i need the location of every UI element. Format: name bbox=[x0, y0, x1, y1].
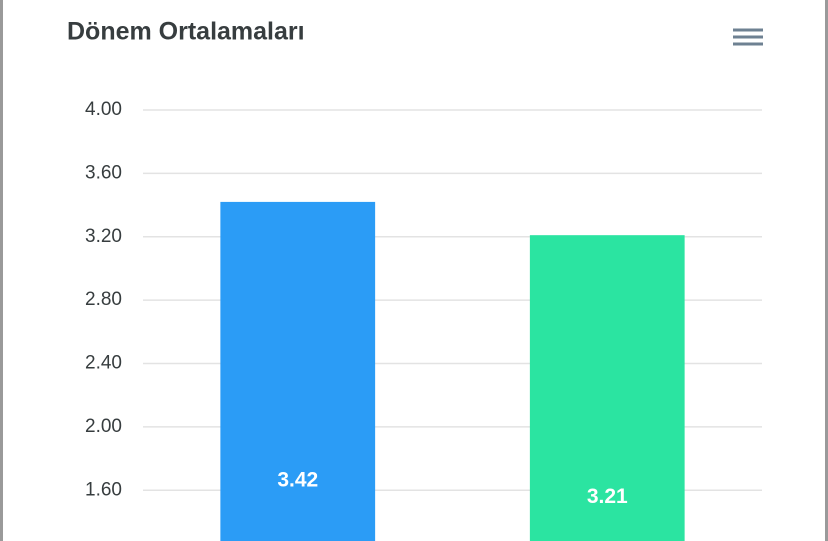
bar bbox=[220, 201, 376, 541]
menu-hit[interactable] bbox=[728, 22, 768, 52]
y-tick-label: 3.20 bbox=[85, 226, 122, 247]
chart-title: Dönem Ortalamaları bbox=[67, 18, 305, 46]
y-tick-label: 1.60 bbox=[85, 479, 122, 500]
y-tick-label: 2.00 bbox=[85, 416, 122, 437]
y-tick-label: 2.80 bbox=[85, 289, 122, 310]
data-label: 3.42 bbox=[277, 468, 318, 491]
menu-button[interactable] bbox=[728, 22, 768, 52]
y-tick-label: 4.00 bbox=[85, 99, 122, 120]
y-tick-label: 3.60 bbox=[85, 162, 122, 183]
data-label: 3.21 bbox=[587, 485, 628, 508]
bar bbox=[529, 235, 685, 541]
y-tick-label: 2.40 bbox=[85, 353, 122, 374]
